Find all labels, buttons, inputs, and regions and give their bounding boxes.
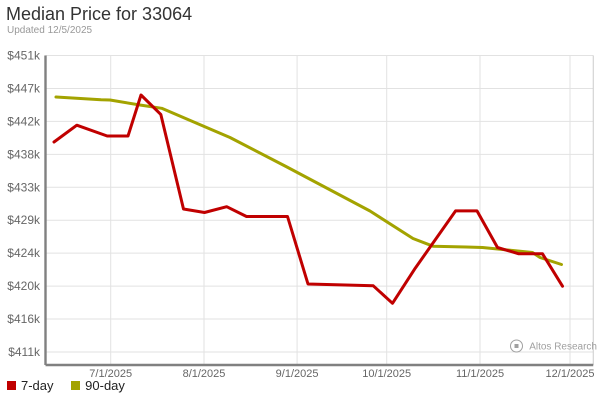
- svg-text:$442k: $442k: [7, 114, 41, 128]
- svg-text:Altos Research: Altos Research: [529, 342, 597, 353]
- svg-text:11/1/2025: 11/1/2025: [456, 368, 504, 380]
- svg-text:$416k: $416k: [7, 312, 41, 326]
- svg-text:$424k: $424k: [7, 246, 41, 260]
- svg-text:9/1/2025: 9/1/2025: [276, 368, 319, 380]
- svg-text:$420k: $420k: [7, 279, 41, 293]
- svg-text:$451k: $451k: [7, 49, 41, 63]
- svg-text:12/1/2025: 12/1/2025: [546, 368, 595, 380]
- svg-text:10/1/2025: 10/1/2025: [362, 368, 411, 380]
- svg-text:$411k: $411k: [8, 345, 41, 359]
- svg-text:8/1/2025: 8/1/2025: [183, 368, 226, 380]
- svg-text:$429k: $429k: [7, 213, 41, 227]
- svg-text:$433k: $433k: [7, 180, 41, 194]
- svg-text:$447k: $447k: [7, 81, 41, 95]
- svg-text:$438k: $438k: [7, 147, 41, 161]
